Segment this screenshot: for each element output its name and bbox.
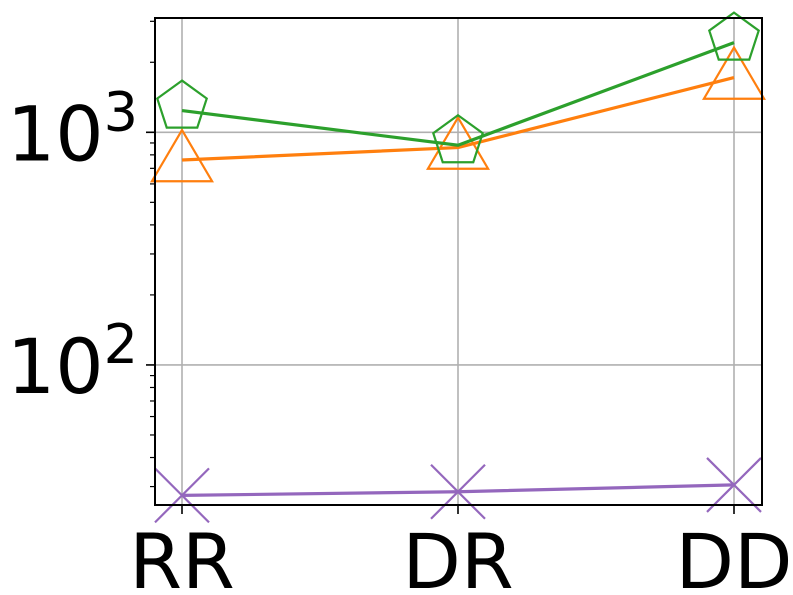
y-tick-label: 102 <box>7 313 138 411</box>
data-point <box>701 45 767 100</box>
axis-ticks <box>146 20 735 514</box>
data-point <box>430 463 486 520</box>
y-tick-base: 10 <box>7 322 104 411</box>
y-tick-exponent: 2 <box>104 313 138 376</box>
x-tick-label: DD <box>675 517 792 595</box>
data-point <box>155 79 209 129</box>
data-point <box>707 11 761 61</box>
y-tick-exponent: 3 <box>104 80 138 143</box>
x-tick-label: RR <box>129 517 235 595</box>
x-tick-label: DR <box>402 517 513 595</box>
grid <box>155 18 762 505</box>
series-pentagon <box>155 11 761 164</box>
data-point <box>149 127 215 183</box>
data-point-stroke <box>430 463 486 520</box>
series-line <box>181 75 735 162</box>
series-line <box>181 41 735 147</box>
data-point-stroke <box>706 457 762 513</box>
y-tick-label: 103 <box>7 80 138 178</box>
data-point <box>154 467 210 524</box>
y-tick-base: 10 <box>7 89 104 178</box>
series-layer <box>149 11 767 524</box>
series-x <box>154 457 762 524</box>
data-point-stroke <box>154 467 210 524</box>
data-point <box>431 113 485 164</box>
data-point <box>706 457 762 513</box>
